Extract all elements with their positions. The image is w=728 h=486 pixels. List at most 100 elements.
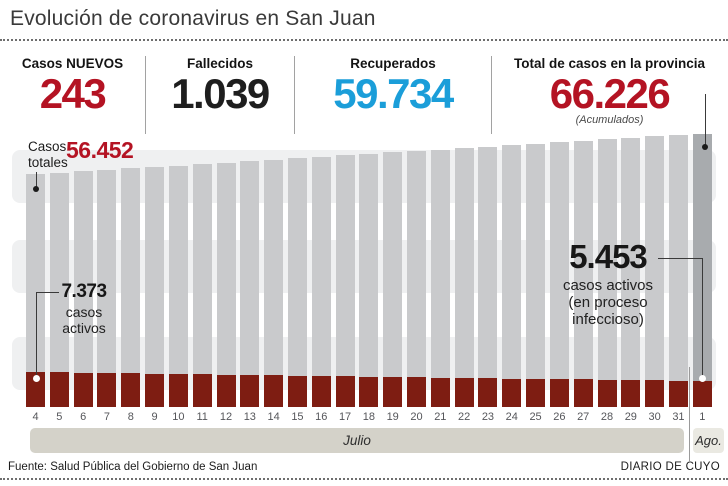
bar-group: 7 xyxy=(97,128,117,427)
bar-group: 9 xyxy=(145,128,165,427)
bar-active xyxy=(621,380,641,407)
bar-active xyxy=(216,375,236,407)
stat-value: 66.226 xyxy=(549,70,671,117)
bar-total xyxy=(97,170,117,407)
x-axis-label: 15 xyxy=(291,411,304,423)
marker-dot xyxy=(702,144,708,150)
x-axis-label: 14 xyxy=(267,411,280,423)
bar-active xyxy=(597,380,617,407)
bar-total xyxy=(264,160,284,407)
x-axis-label: 5 xyxy=(56,411,63,423)
bar-group: 31 xyxy=(668,128,688,427)
bar-active xyxy=(478,378,498,407)
bar-total xyxy=(430,150,450,407)
bar-group: 23 xyxy=(478,128,498,427)
x-axis-label: 19 xyxy=(386,411,399,423)
bar-active xyxy=(287,376,307,407)
stat-value: 59.734 xyxy=(333,70,454,117)
x-axis-label: 1 xyxy=(699,411,706,423)
bar-group: 11 xyxy=(192,128,212,427)
bar-total xyxy=(478,147,498,407)
stats-divider xyxy=(491,56,492,134)
month-band-july: Julio xyxy=(30,428,684,453)
bar-active xyxy=(454,378,474,407)
bar-total xyxy=(502,145,522,407)
connector-line xyxy=(702,258,703,377)
connector-line xyxy=(36,172,37,187)
bar-active xyxy=(549,379,569,407)
bar-total xyxy=(26,174,45,407)
bar-active xyxy=(335,376,355,407)
credit-text: DIARIO DE CUYO xyxy=(620,461,720,473)
bar-active xyxy=(383,377,403,407)
bar-active xyxy=(121,373,141,407)
bar-total xyxy=(335,155,355,407)
bar-total xyxy=(454,148,474,407)
x-axis-label: 16 xyxy=(315,411,328,423)
stat-value: 1.039 xyxy=(171,70,270,117)
bar-group: 21 xyxy=(430,128,450,427)
month-divider-line xyxy=(689,367,690,462)
x-axis-label: 8 xyxy=(127,411,134,423)
bar-active xyxy=(692,381,712,407)
bar-active xyxy=(668,381,688,407)
x-axis-label: 31 xyxy=(672,411,685,423)
connector-line xyxy=(658,258,703,259)
last-active-value: 5.453 xyxy=(569,238,648,275)
bar-active xyxy=(645,380,665,407)
bar-total xyxy=(526,144,546,407)
bar-group: 18 xyxy=(359,128,379,427)
bar-total xyxy=(645,136,665,407)
bar-total xyxy=(287,158,307,407)
marker-dot xyxy=(699,375,706,382)
bar-group: 15 xyxy=(287,128,307,427)
first-total-value: 56.452 xyxy=(66,137,134,163)
bar-group: 24 xyxy=(502,128,522,427)
bar-active xyxy=(192,374,212,407)
source-text: Fuente: Salud Pública del Gobierno de Sa… xyxy=(8,461,258,473)
x-axis-label: 22 xyxy=(458,411,471,423)
bar-total xyxy=(73,171,93,407)
bar-active xyxy=(240,375,260,407)
bar-active xyxy=(359,377,379,407)
marker-dot xyxy=(33,186,39,192)
bar-active xyxy=(526,379,546,407)
bar-group: 10 xyxy=(168,128,188,427)
stat-label: Recuperados xyxy=(350,56,436,71)
bar-active xyxy=(264,375,284,407)
last-active-annotation: 5.453 casos activos (en proceso infeccio… xyxy=(538,238,678,329)
x-axis-label: 11 xyxy=(196,411,208,423)
bars-row: 4 5 6 7 8 9 10 11 12 13 14 15 16 17 18 19 20 21 22 23 24 25 26… xyxy=(26,128,712,427)
stat-note: (Acumulados) xyxy=(575,114,644,127)
stat-label: Total de casos en la provincia xyxy=(513,56,706,71)
bar-total xyxy=(168,166,188,407)
connector-line xyxy=(37,292,59,293)
month-label-august: Ago. xyxy=(695,433,722,448)
month-band-august: Ago. xyxy=(693,428,724,453)
x-axis-label: 17 xyxy=(338,411,352,423)
first-active-value: 7.373 xyxy=(61,281,107,302)
bar-group: 28 xyxy=(597,128,617,427)
stat-label: Fallecidos xyxy=(186,56,254,71)
bar-group: 12 xyxy=(216,128,236,427)
bar-total xyxy=(311,157,331,407)
bar-total xyxy=(407,151,426,407)
x-axis-label: 24 xyxy=(505,411,518,423)
bar-group: 13 xyxy=(240,128,260,427)
x-axis-label: 30 xyxy=(648,411,661,423)
casos-totales-label: Casos totales xyxy=(28,139,68,170)
bar-total xyxy=(359,154,379,407)
first-active-label: casos activos xyxy=(62,304,106,336)
bar-active xyxy=(502,379,522,407)
connector-line xyxy=(36,292,37,377)
bar-group: 6 xyxy=(73,128,93,427)
bar-group: 4 xyxy=(26,128,45,427)
x-axis-label: 20 xyxy=(410,411,423,423)
bar-total xyxy=(621,138,641,407)
bar-group: 16 xyxy=(311,128,331,427)
stats-divider xyxy=(294,56,295,134)
bar-total xyxy=(49,173,69,407)
bar-active xyxy=(26,372,45,407)
bar-active xyxy=(407,377,426,407)
